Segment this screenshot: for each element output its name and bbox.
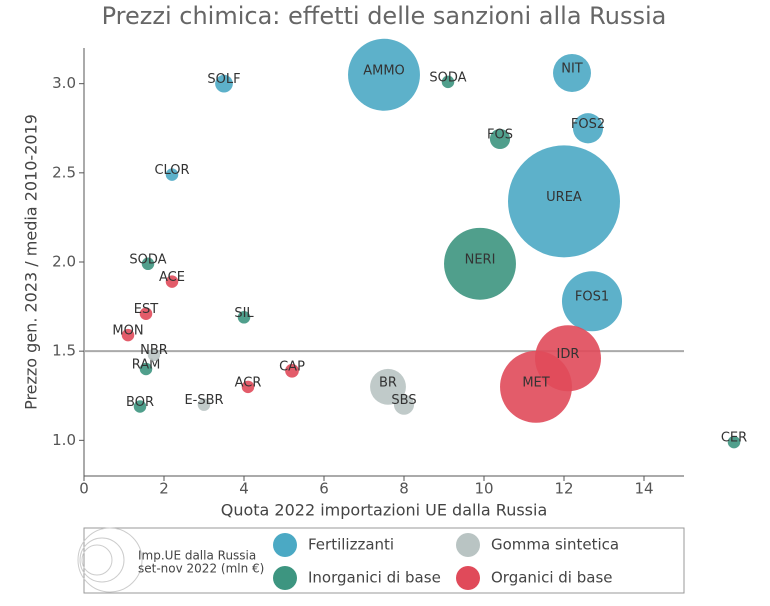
point-label: MET [522, 375, 549, 390]
legend-label: Inorganici di base [308, 569, 441, 587]
x-tick-label: 0 [79, 480, 89, 498]
y-tick-label: 2.5 [52, 163, 76, 181]
point-label: ACR [235, 375, 262, 390]
bubble [444, 227, 516, 300]
point-label: FOS2 [571, 117, 605, 132]
bubble [241, 380, 255, 394]
bubble [121, 328, 135, 342]
bubble [500, 350, 572, 423]
x-tick-label: 6 [319, 480, 329, 498]
x-tick-label: 10 [474, 480, 493, 498]
bubble [133, 400, 147, 413]
point-label: SBS [391, 393, 416, 408]
bubble [393, 394, 415, 415]
size-legend-circle [77, 527, 143, 593]
size-legend-circle [81, 544, 113, 576]
legend-swatch [273, 566, 297, 590]
x-tick-label: 2 [159, 480, 169, 498]
point-label: FOS1 [575, 290, 609, 305]
point-label: E-SBR [184, 393, 223, 408]
bubble [139, 362, 153, 376]
bubble [285, 363, 299, 378]
bubble [727, 435, 741, 449]
chart-title: Prezzi chimica: effetti delle sanzioni a… [102, 2, 667, 30]
bubble [141, 257, 155, 271]
point-label: EST [134, 302, 158, 317]
legend-swatch [456, 566, 480, 590]
y-tick-label: 1.5 [52, 342, 76, 360]
legend-label: Fertilizzanti [308, 536, 394, 554]
bubble [553, 53, 591, 92]
point-label: RAM [132, 358, 161, 373]
y-tick-label: 2.0 [52, 253, 76, 271]
point-label: BOR [126, 395, 154, 410]
point-label: ACE [159, 270, 185, 285]
size-legend-title: set-nov 2022 (mln €) [138, 562, 264, 576]
legend-swatch [273, 533, 297, 557]
bubble [572, 113, 604, 144]
bubble [165, 168, 179, 181]
x-tick-label: 12 [554, 480, 573, 498]
point-label: NIT [561, 61, 583, 76]
bubble [147, 348, 161, 361]
legend-label: Organici di base [491, 569, 613, 587]
size-legend-title: Imp.UE dalla Russia [138, 549, 256, 563]
point-label: NBR [140, 343, 168, 358]
bubble [441, 75, 455, 89]
y-tick-label: 3.0 [52, 74, 76, 92]
bubble [237, 311, 251, 324]
x-tick-label: 8 [399, 480, 409, 498]
point-label: CLOR [154, 163, 189, 178]
x-axis-label: Quota 2022 importazioni UE dalla Russia [221, 501, 548, 520]
bubble [197, 398, 211, 411]
point-label: SIL [234, 306, 254, 321]
size-legend-circle [79, 537, 125, 583]
bubble [165, 275, 179, 288]
bubble [561, 271, 623, 332]
point-label: SOLF [207, 72, 240, 87]
bubble [215, 74, 233, 93]
x-tick-label: 4 [239, 480, 249, 498]
point-label: AMMO [363, 63, 405, 78]
point-label: CAP [279, 359, 305, 374]
bubble [508, 145, 620, 258]
bubble [489, 128, 511, 150]
point-label: MON [112, 324, 143, 339]
point-label: FOS [487, 127, 513, 142]
point-label: SODA [429, 70, 466, 85]
point-label: CER [721, 431, 747, 446]
point-label: SODA [129, 252, 166, 267]
bubble [139, 307, 153, 320]
y-axis-label: Prezzo gen. 2023 / media 2010-2019 [22, 114, 41, 410]
legend-box [83, 527, 685, 594]
x-tick-label: 14 [634, 480, 653, 498]
legend-swatch [456, 533, 480, 557]
bubble [370, 368, 406, 405]
point-label: IDR [557, 347, 580, 362]
point-label: NERI [465, 252, 496, 267]
point-label: BR [379, 375, 397, 390]
bubble [348, 38, 420, 111]
y-tick-label: 1.0 [52, 431, 76, 449]
point-label: UREA [546, 190, 582, 205]
legend-label: Gomma sintetica [491, 536, 619, 554]
